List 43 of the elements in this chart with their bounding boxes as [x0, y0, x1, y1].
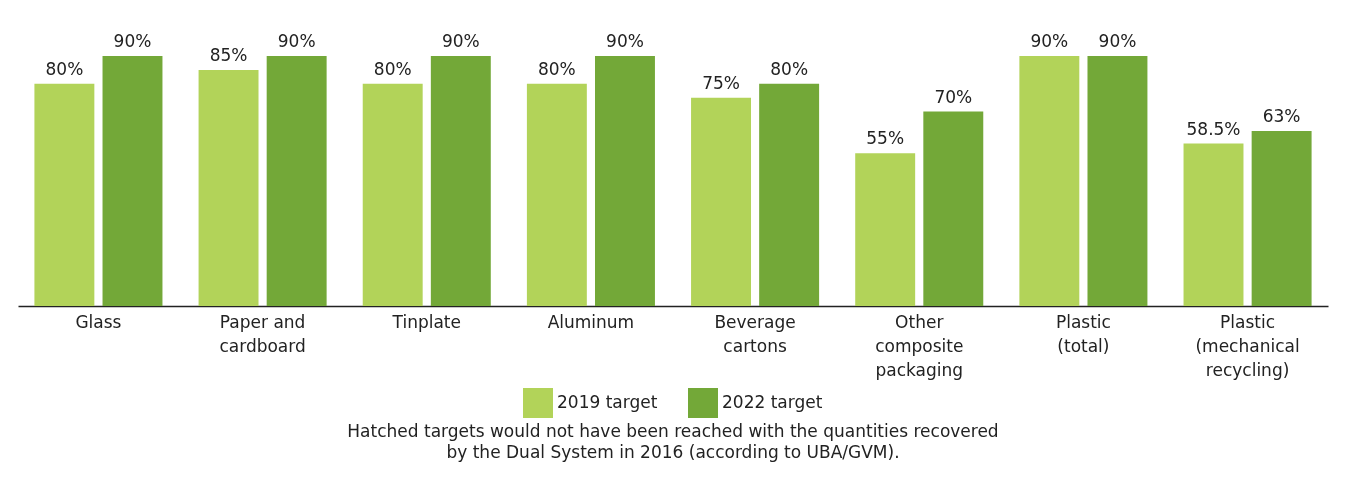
- data-label: 90%: [606, 31, 644, 51]
- legend-label: 2019 target: [557, 392, 658, 412]
- bar: [430, 56, 491, 306]
- x-tick-label: Paper and cardboard: [219, 311, 306, 356]
- x-tick-label: Plastic (total): [1055, 311, 1111, 356]
- bar: [1087, 56, 1148, 306]
- data-label: 90%: [277, 31, 316, 51]
- data-label: 90%: [1030, 31, 1069, 51]
- data-label: 90%: [441, 31, 480, 51]
- bar: [102, 56, 163, 306]
- bar: [1183, 143, 1244, 306]
- bar: [362, 83, 423, 306]
- data-label: 63%: [1262, 106, 1301, 126]
- data-label: 85%: [209, 44, 248, 65]
- bar: [1251, 131, 1312, 306]
- legend-label: 2022 target: [722, 392, 823, 412]
- data-label: 75%: [702, 72, 740, 93]
- data-label: 70%: [934, 86, 973, 107]
- data-label: 80%: [45, 58, 84, 79]
- bar: [595, 56, 655, 306]
- data-label: 58.5%: [1186, 118, 1241, 139]
- text: Hatched targets would not have been reached with the quantities recovered by the Dual System in 2016 (according to UBA/GVM).: [347, 421, 999, 462]
- bar: [759, 83, 820, 306]
- bar: [923, 111, 984, 306]
- x-tick-label: Beverage cartons: [714, 311, 796, 356]
- bar: [1019, 56, 1080, 306]
- data-label: 90%: [113, 31, 152, 51]
- x-tick-label: Plastic (mechanical recycling): [1195, 311, 1300, 380]
- data-label: 90%: [1098, 31, 1137, 51]
- x-tick-label: Tinplate: [391, 311, 461, 332]
- bar: [691, 97, 751, 306]
- bar: [34, 83, 95, 306]
- data-label: 80%: [770, 58, 809, 79]
- bar: [855, 153, 916, 306]
- x-tick-label: Other composite packaging: [875, 311, 964, 380]
- bar: [526, 83, 587, 306]
- data-label: 80%: [373, 58, 412, 79]
- x-tick-label: Aluminum: [547, 311, 635, 332]
- bar: [198, 69, 259, 306]
- x-tick-label: Glass: [75, 311, 122, 332]
- data-label: 55%: [866, 128, 905, 149]
- bar: [266, 56, 327, 306]
- data-label: 80%: [537, 58, 576, 79]
